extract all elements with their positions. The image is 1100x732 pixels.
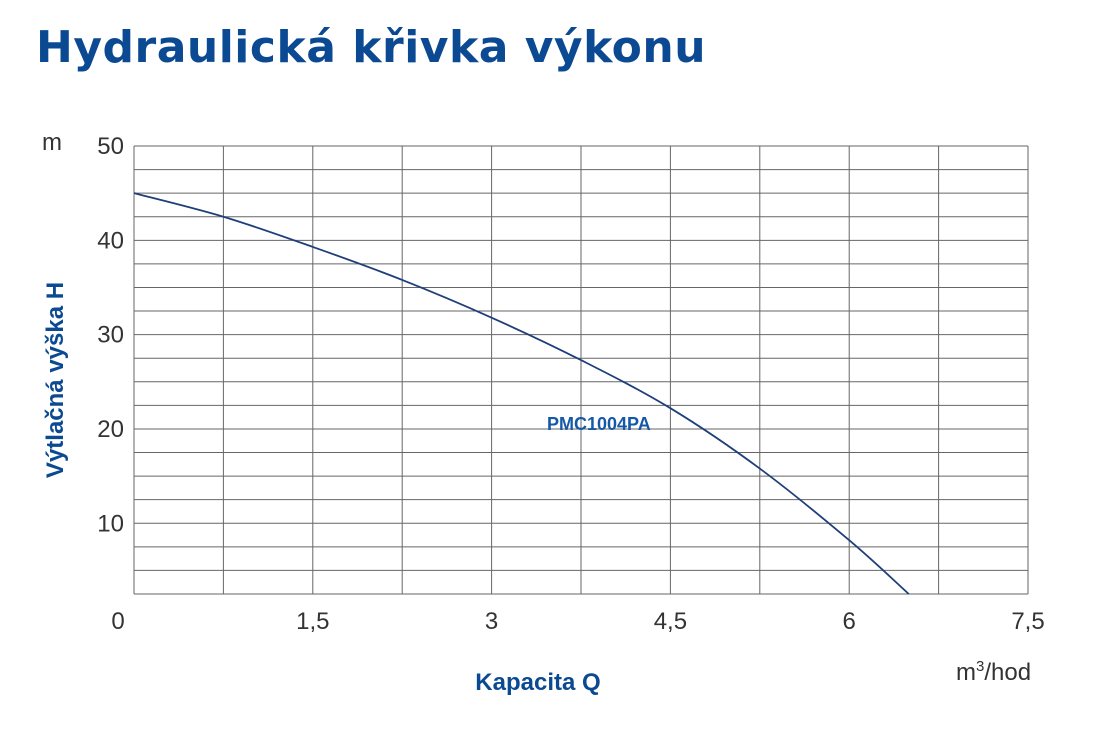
y-tick-labels: 10 20 30 40 50	[97, 133, 124, 537]
y-tick-label: 20	[97, 416, 124, 443]
x-tick-label: 6	[843, 608, 856, 635]
x-tick-label: 7,5	[1011, 608, 1044, 635]
performance-curve	[133, 192, 910, 595]
x-tick-label: 0	[111, 608, 124, 635]
curves	[133, 192, 910, 595]
y-tick-label: 40	[97, 227, 124, 254]
x-unit-label: m3/hod	[956, 658, 1031, 686]
y-tick-label: 50	[97, 133, 124, 160]
series-label: PMC1004PA	[547, 414, 651, 434]
grid	[133, 145, 1029, 595]
x-tick-label: 3	[485, 608, 498, 635]
y-tick-label: 10	[97, 510, 124, 537]
x-tick-labels: 0 1,5 3 4,5 6 7,5	[111, 608, 1044, 635]
x-unit-rest: /hod	[984, 659, 1031, 686]
x-axis-title: Kapacita Q	[475, 669, 600, 696]
x-tick-label: 4,5	[654, 608, 687, 635]
x-unit-superscript: 3	[976, 658, 984, 675]
y-axis-title: Výtlačná výška H	[42, 282, 69, 478]
x-tick-label: 1,5	[296, 608, 329, 635]
y-tick-label: 30	[97, 322, 124, 349]
y-unit-label: m	[42, 129, 62, 156]
x-unit-base: m	[956, 659, 976, 686]
page-title: Hydraulická křivka výkonu	[36, 22, 707, 73]
